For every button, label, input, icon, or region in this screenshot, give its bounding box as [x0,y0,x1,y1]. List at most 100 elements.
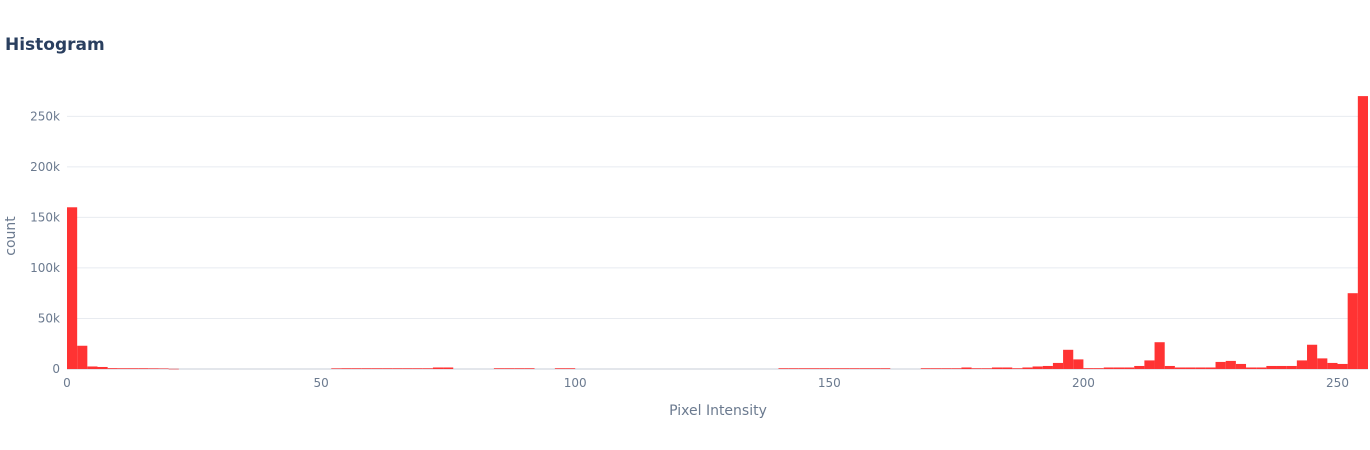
histogram-bar[interactable] [951,368,962,369]
histogram-bar[interactable] [148,368,159,369]
histogram-bar[interactable] [1154,342,1165,369]
histogram-bar[interactable] [1195,367,1206,369]
histogram-bar[interactable] [1225,360,1236,369]
histogram-bar[interactable] [1205,367,1216,369]
histogram-bar[interactable] [1235,363,1247,369]
histogram-bar[interactable] [412,368,423,369]
histogram-bar[interactable] [869,368,881,369]
x-tick-label: 200 [1072,376,1095,390]
histogram-bar[interactable] [839,368,850,369]
x-tick-label: 100 [564,376,587,390]
y-tick-label: 50k [38,311,60,325]
y-tick-label: 200k [30,160,60,174]
histogram-bar[interactable] [331,368,342,369]
histogram-bar[interactable] [1164,365,1175,369]
histogram-bar[interactable] [1296,360,1308,369]
histogram-bar[interactable] [493,368,505,369]
x-axis-ticks: 0 50 100 150 200 250 [63,376,1349,390]
histogram-bar[interactable] [880,368,891,369]
histogram-bar[interactable] [1185,367,1196,369]
histogram-bar[interactable] [524,368,535,369]
histogram-bar[interactable] [1337,363,1348,369]
histogram-bar[interactable] [1276,365,1287,369]
y-axis-title: count [3,216,19,256]
histogram-bar[interactable] [138,368,149,369]
histogram-bar[interactable] [1246,367,1257,369]
histogram-bar[interactable] [371,368,383,369]
histogram-bar[interactable] [961,367,972,369]
histogram-bar[interactable] [1124,367,1135,369]
histogram-bar[interactable] [981,368,992,369]
histogram-bar[interactable] [1083,368,1094,369]
histogram-bar[interactable] [351,368,362,369]
histogram-bar[interactable] [788,368,799,369]
x-tick-label: 250 [1326,376,1349,390]
histogram-bar[interactable] [1134,365,1145,369]
histogram-bar[interactable] [930,368,942,369]
histogram-bar[interactable] [67,207,78,369]
histogram-bar[interactable] [168,368,179,370]
histogram-bar[interactable] [514,368,525,369]
histogram-bar[interactable] [1022,367,1033,369]
histogram-bar[interactable] [1093,368,1104,369]
histogram-bar[interactable] [1002,367,1013,369]
histogram-bar[interactable] [158,368,169,369]
histogram-bar[interactable] [1012,368,1023,369]
histogram-bar[interactable] [392,368,403,369]
histogram-bar[interactable] [382,368,393,369]
y-tick-label: 250k [30,109,60,123]
histogram-bar[interactable] [1032,366,1043,369]
histogram-bar[interactable] [971,368,982,369]
histogram-bar[interactable] [1042,365,1053,369]
histogram-bar[interactable] [849,368,860,369]
histogram-bar[interactable] [1215,361,1226,369]
histogram-bar[interactable] [1052,362,1064,369]
histogram-bar[interactable] [819,368,830,369]
histogram-bar[interactable] [554,368,566,369]
histogram-bar[interactable] [432,367,444,369]
histogram-bar[interactable] [1113,367,1125,369]
histogram-bar[interactable] [798,368,809,369]
histogram-bar[interactable] [1286,365,1297,369]
x-tick-label: 0 [63,376,71,390]
histogram-bar[interactable] [361,368,372,369]
histogram-bar[interactable] [117,368,128,369]
histogram-bar[interactable] [941,368,952,369]
histogram-bar[interactable] [1063,349,1074,369]
histogram-bar[interactable] [1174,367,1186,369]
histogram-bar[interactable] [107,368,118,369]
histogram-bar[interactable] [422,368,433,369]
bars-layer [67,96,1368,370]
histogram-bar[interactable] [829,368,840,369]
histogram-bar[interactable] [1144,360,1155,369]
histogram-bar[interactable] [1347,293,1358,369]
histogram-bar[interactable] [1103,367,1114,369]
histogram-bar[interactable] [1307,344,1318,369]
histogram-bar[interactable] [1317,358,1328,369]
grid-layer [67,115,1368,370]
histogram-bar[interactable] [1357,96,1368,369]
histogram-bar[interactable] [127,368,139,369]
histogram-bar[interactable] [1327,362,1338,369]
histogram-bar[interactable] [1256,367,1267,369]
histogram-bar[interactable] [402,368,413,369]
histogram-bar[interactable] [991,367,1003,369]
histogram-bar[interactable] [443,367,454,369]
histogram-bar[interactable] [87,366,98,369]
histogram-bar[interactable] [341,368,352,369]
y-tick-label: 100k [30,261,60,275]
histogram-bar[interactable] [504,368,515,369]
histogram-bar[interactable] [77,345,88,369]
histogram-bar[interactable] [859,368,870,369]
x-tick-label: 50 [313,376,328,390]
histogram-bar[interactable] [778,368,789,369]
histogram-bar[interactable] [808,368,820,369]
histogram-bar[interactable] [1073,359,1084,369]
y-tick-label: 0 [52,362,60,376]
histogram-bar[interactable] [1266,365,1277,369]
histogram-bar[interactable] [97,366,108,369]
chart-title: Histogram [5,35,105,55]
histogram-bar[interactable] [565,368,576,369]
histogram-bar[interactable] [920,368,931,369]
